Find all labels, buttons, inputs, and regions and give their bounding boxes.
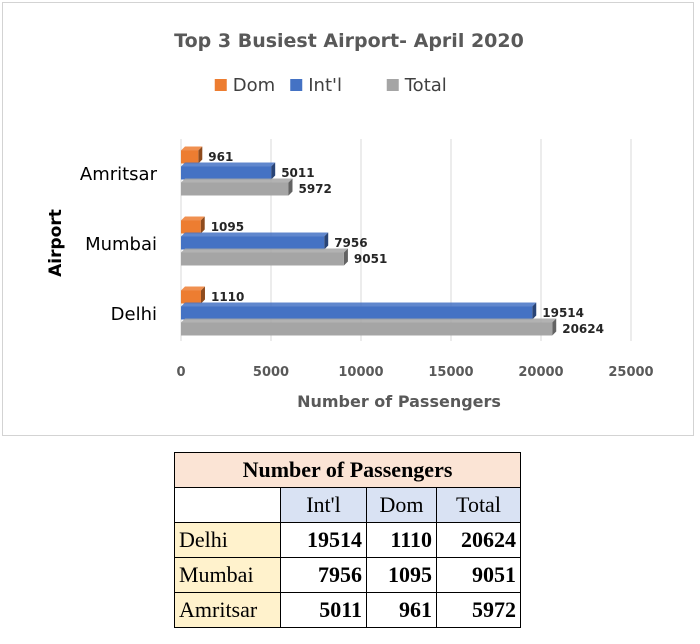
cell-dom: 1110 bbox=[366, 522, 437, 558]
data-label: 1095 bbox=[211, 220, 244, 234]
cell-dom: 1095 bbox=[366, 557, 437, 593]
table-row: Mumbai 7956 1095 9051 bbox=[174, 557, 521, 593]
bar-side-face bbox=[271, 162, 276, 180]
bar-dom-delhi bbox=[181, 286, 205, 304]
cell-total: 20624 bbox=[436, 522, 521, 558]
chart-panel: Top 3 Busiest Airport- April 2020 Dom Int… bbox=[2, 2, 694, 436]
x-tick-label: 15000 bbox=[428, 365, 473, 380]
table-row: Delhi 19514 1110 20624 bbox=[174, 522, 521, 558]
bar-top-face bbox=[181, 286, 205, 291]
table-corner-cell bbox=[174, 487, 281, 523]
bar-front-face bbox=[181, 252, 344, 266]
data-label: 5011 bbox=[281, 166, 314, 180]
legend-swatch bbox=[386, 79, 399, 91]
bar-front-face bbox=[181, 150, 199, 164]
legend-item-total: Total bbox=[386, 75, 447, 96]
table-title-row: Number of Passengers bbox=[174, 452, 521, 488]
x-tick-label: 20000 bbox=[518, 365, 563, 380]
bars bbox=[181, 146, 557, 336]
row-label: Delhi bbox=[174, 522, 281, 558]
bar-total-mumbai bbox=[181, 248, 348, 266]
cell-dom: 961 bbox=[366, 592, 437, 628]
bar-int-l-delhi bbox=[181, 302, 537, 320]
legend-label: Int'l bbox=[308, 75, 342, 96]
bar-side-face bbox=[200, 216, 205, 234]
bar-front-face bbox=[181, 290, 201, 304]
bar-side-face bbox=[324, 232, 329, 250]
legend-label: Total bbox=[404, 75, 447, 96]
bar-total-amritsar bbox=[181, 178, 293, 196]
x-tick-label: 25000 bbox=[608, 365, 653, 380]
x-tick-label: 5000 bbox=[253, 365, 289, 380]
x-axis-title: Number of Passengers bbox=[297, 392, 501, 411]
data-label: 19514 bbox=[542, 306, 584, 320]
cell-total: 9051 bbox=[436, 557, 521, 593]
bar-front-face bbox=[181, 306, 533, 320]
row-label: Mumbai bbox=[174, 557, 281, 593]
data-label: 1110 bbox=[211, 290, 244, 304]
bar-front-face bbox=[181, 182, 289, 196]
category-labels: Amritsar Mumbai Delhi bbox=[80, 164, 158, 325]
cell-total: 5972 bbox=[436, 592, 521, 628]
bar-top-face bbox=[181, 232, 329, 237]
legend-label: Dom bbox=[233, 75, 275, 96]
data-label: 5972 bbox=[298, 182, 331, 196]
bar-chart: Top 3 Busiest Airport- April 2020 Dom Int… bbox=[46, 30, 654, 411]
row-label: Amritsar bbox=[174, 592, 281, 628]
data-label: 7956 bbox=[334, 236, 367, 250]
legend-item-dom: Dom bbox=[214, 75, 275, 96]
legend: Dom Int'l Total bbox=[214, 75, 447, 96]
data-label: 20624 bbox=[562, 322, 604, 336]
bar-side-face bbox=[532, 302, 537, 320]
cell-intl: 5011 bbox=[280, 592, 367, 628]
bar-side-face bbox=[198, 146, 203, 164]
bar-dom-mumbai bbox=[181, 216, 205, 234]
data-label: 961 bbox=[208, 150, 233, 164]
legend-swatch bbox=[214, 79, 227, 91]
data-label: 9051 bbox=[354, 252, 387, 266]
table-header-row: Int'l Dom Total bbox=[174, 487, 521, 523]
x-tick-labels: 0 5000 10000 15000 20000 25000 bbox=[176, 365, 653, 380]
bar-top-face bbox=[181, 302, 537, 307]
legend-item-int-l: Int'l bbox=[290, 75, 342, 96]
passenger-table: Number of Passengers Int'l Dom Total Del… bbox=[174, 452, 521, 628]
legend-swatch bbox=[290, 79, 303, 91]
bar-top-face bbox=[181, 318, 557, 323]
table-title: Number of Passengers bbox=[174, 452, 521, 488]
bar-int-l-mumbai bbox=[181, 232, 329, 250]
bar-side-face bbox=[200, 286, 205, 304]
category-label: Amritsar bbox=[80, 164, 158, 185]
bar-front-face bbox=[181, 322, 553, 336]
bar-top-face bbox=[181, 162, 276, 167]
bar-side-face bbox=[343, 248, 348, 266]
x-tick-label: 10000 bbox=[338, 365, 383, 380]
table-row: Amritsar 5011 961 5972 bbox=[174, 592, 521, 628]
bar-top-face bbox=[181, 178, 293, 183]
bar-front-face bbox=[181, 236, 325, 250]
bar-top-face bbox=[181, 248, 348, 253]
bar-top-face bbox=[181, 216, 205, 221]
x-tick-label: 0 bbox=[176, 365, 185, 380]
cell-intl: 7956 bbox=[280, 557, 367, 593]
bar-front-face bbox=[181, 220, 201, 234]
data-labels: 961 5011 5972 1095 7956 9051 1110 19514 20624 bbox=[208, 150, 604, 336]
column-header-intl: Int'l bbox=[280, 487, 367, 523]
chart-title: Top 3 Busiest Airport- April 2020 bbox=[174, 30, 524, 52]
category-label: Mumbai bbox=[85, 234, 157, 255]
bar-side-face bbox=[288, 178, 293, 196]
bar-front-face bbox=[181, 166, 272, 180]
column-header-dom: Dom bbox=[366, 487, 437, 523]
bar-top-face bbox=[181, 146, 203, 151]
bar-total-delhi bbox=[181, 318, 557, 336]
category-label: Delhi bbox=[111, 304, 157, 325]
bar-side-face bbox=[552, 318, 557, 336]
column-header-total: Total bbox=[436, 487, 521, 523]
y-axis-title: Airport bbox=[46, 209, 66, 277]
bar-int-l-amritsar bbox=[181, 162, 276, 180]
bar-dom-amritsar bbox=[181, 146, 203, 164]
cell-intl: 19514 bbox=[280, 522, 367, 558]
